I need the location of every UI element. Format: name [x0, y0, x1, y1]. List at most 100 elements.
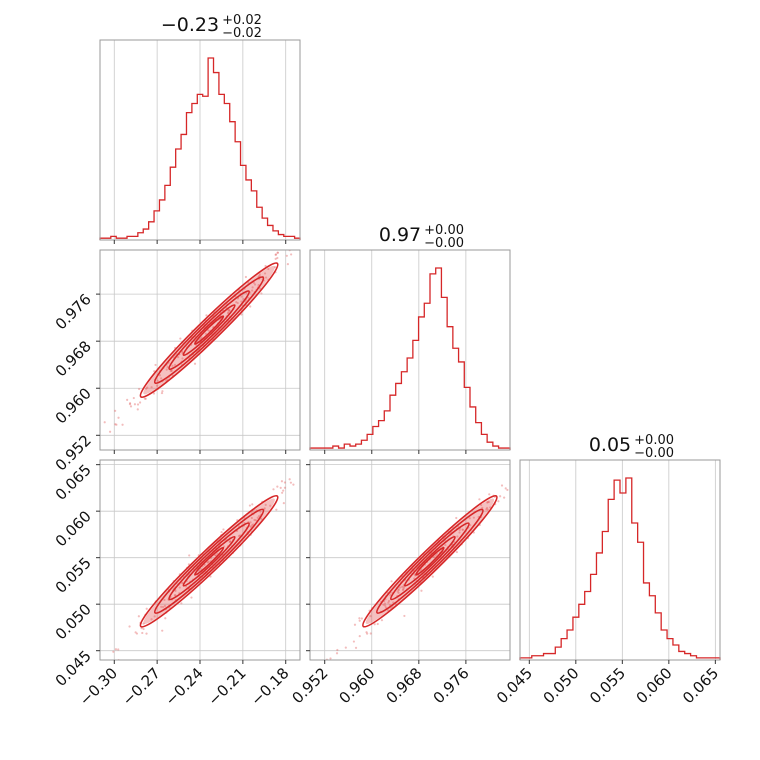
scatter-point	[165, 368, 168, 371]
scatter-point	[160, 391, 164, 395]
scatter-point	[249, 525, 253, 529]
scatter-point	[156, 379, 159, 382]
scatter-point	[76, 682, 78, 684]
scatter-point	[396, 590, 399, 593]
pair-frame-2	[309, 459, 511, 661]
scatter-point	[142, 627, 145, 631]
scatter-point	[166, 366, 169, 369]
scatter-point	[383, 602, 387, 605]
param-title-value-2: 0.97	[379, 224, 421, 246]
y-tick-label-row1-2: 0.960	[52, 384, 95, 427]
scatter-point	[485, 506, 489, 510]
scatter-point	[256, 516, 259, 519]
scatter-point	[390, 580, 393, 583]
scatter-point	[250, 524, 254, 527]
contour-level-4	[182, 535, 236, 587]
scatter-point	[455, 516, 458, 520]
contour-level-5	[415, 546, 445, 576]
scatter-point	[173, 363, 177, 366]
scatter-point	[237, 534, 241, 538]
scatter-point	[281, 491, 284, 494]
scatter-point	[133, 403, 137, 406]
scatter-point	[401, 588, 405, 592]
density-cloud	[365, 498, 495, 625]
x-tick-label-3-5: 0.065	[679, 664, 722, 707]
x-tick-label-2-4: 0.976	[430, 664, 473, 707]
scatter-point	[252, 281, 255, 284]
scatter-point	[209, 575, 212, 578]
scatter-point	[128, 403, 132, 406]
param-title-value-1: −0.23	[161, 14, 219, 36]
x-tick-label-1-2: −0.27	[119, 664, 164, 709]
scatter-point	[263, 272, 267, 275]
scatter-point	[358, 617, 361, 620]
scatter-point	[486, 508, 489, 511]
scatter-point	[200, 336, 203, 339]
scatter-point	[145, 607, 148, 610]
scatter-point	[399, 586, 402, 589]
scatter-point	[174, 589, 177, 592]
hist-series-3	[519, 477, 721, 660]
scatter-point	[141, 631, 144, 635]
scatter-point	[469, 524, 472, 527]
scatter-point	[153, 615, 156, 618]
param-title-2: 0.97	[379, 224, 421, 246]
scatter-point	[279, 486, 282, 489]
scatter-point	[264, 503, 267, 506]
scatter-point	[160, 605, 163, 608]
scatter-point	[369, 615, 372, 618]
scatter-point	[413, 573, 416, 576]
scatter-point	[433, 555, 436, 559]
scatter-point	[456, 535, 459, 538]
scatter-point	[282, 502, 285, 505]
contour-level-3	[389, 522, 470, 601]
scatter-point	[497, 500, 500, 503]
scatter-point	[228, 309, 231, 313]
scatter-point	[205, 314, 208, 317]
hist-series-1	[99, 57, 301, 240]
scatter-point	[503, 496, 506, 499]
scatter-point	[286, 263, 289, 266]
scatter-point	[235, 300, 238, 304]
scatter-point	[171, 364, 174, 367]
x-tick-label-3-2: 0.050	[540, 664, 583, 707]
scatter-point	[283, 486, 287, 489]
scatter-point	[461, 528, 464, 531]
scatter-point	[173, 594, 177, 597]
scatter-point	[229, 540, 232, 543]
scatter-point	[222, 528, 225, 531]
scatter-point	[228, 309, 231, 312]
scatter-point	[458, 531, 461, 534]
scatter-point	[569, 419, 571, 421]
scatter-point	[382, 603, 385, 606]
scatter-point	[330, 662, 332, 664]
scatter-point	[136, 408, 139, 411]
scatter-point	[114, 648, 118, 651]
scatter-point	[358, 619, 361, 622]
scatter-point	[161, 390, 164, 393]
scatter-point	[117, 416, 120, 419]
scatter-point	[257, 275, 261, 278]
scatter-point	[461, 528, 464, 531]
contour-level-5	[193, 546, 225, 576]
scatter-point	[289, 481, 293, 484]
scatter-point	[134, 631, 137, 634]
y-tick-label-row2-4: 0.060	[52, 507, 95, 550]
scatter-point	[303, 231, 305, 233]
scatter-point	[251, 289, 254, 292]
scatter-point	[397, 589, 400, 592]
contour-level-1	[139, 494, 279, 628]
scatter-point	[177, 356, 180, 359]
scatter-point	[204, 332, 207, 335]
scatter-point	[369, 632, 372, 635]
scatter-point	[181, 357, 184, 360]
scatter-point	[332, 225, 334, 227]
scatter-point	[420, 589, 423, 592]
scatter-point	[276, 256, 279, 260]
scatter-point	[274, 253, 277, 256]
scatter-point	[358, 635, 361, 638]
scatter-point	[472, 531, 475, 534]
param-title-plus-2: +0.00	[424, 223, 464, 238]
x-tick-label-1-4: −0.21	[204, 664, 249, 709]
scatter-point	[402, 586, 406, 589]
